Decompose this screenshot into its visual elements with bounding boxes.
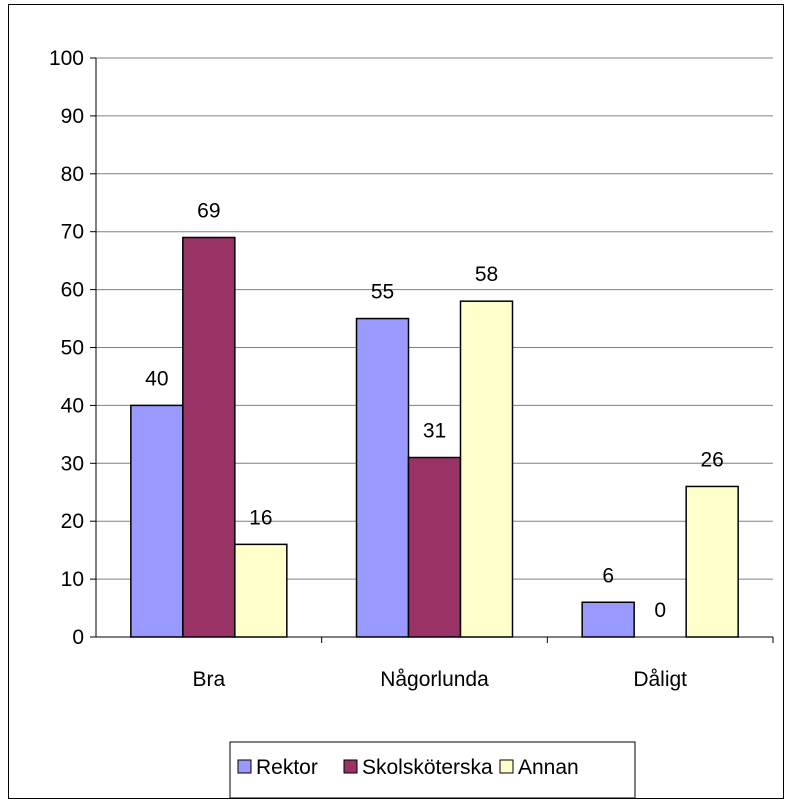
bar: [459, 300, 514, 638]
y-tick-label: 90: [61, 105, 84, 128]
y-tick-label: 60: [61, 279, 84, 302]
data-label: 6: [602, 564, 614, 587]
category-label: Någorlunda: [380, 668, 489, 691]
category-label: Dåligt: [633, 668, 687, 691]
y-tick-label: 70: [61, 221, 84, 244]
data-labels: 40 69 16 55 31 58 6 0 26: [145, 199, 724, 622]
bars: [130, 236, 739, 638]
legend-swatch: [343, 759, 358, 774]
data-label: 0: [654, 599, 666, 622]
category-label: Bra: [192, 668, 225, 691]
bar: [130, 404, 184, 638]
legend: Rektor Skolsköterska Annan: [229, 741, 636, 799]
legend-label: Rektor: [256, 756, 318, 779]
y-tick-label: 10: [61, 568, 84, 591]
bar: [407, 456, 462, 638]
y-tick-label: 80: [61, 163, 84, 186]
bar: [581, 601, 635, 638]
data-label: 58: [475, 263, 498, 286]
y-tick-label: 20: [61, 510, 84, 533]
y-tick-label: 100: [49, 47, 84, 70]
bar: [182, 236, 236, 638]
data-label: 69: [197, 199, 220, 222]
y-tick-label: 30: [61, 452, 84, 475]
bar: [685, 485, 739, 638]
data-label: 55: [371, 281, 394, 304]
data-label: 31: [423, 420, 446, 443]
legend-swatch: [499, 759, 514, 774]
data-label: 16: [249, 506, 272, 529]
bar: [234, 543, 288, 638]
data-label: 26: [700, 448, 723, 471]
y-tick-label: 50: [61, 337, 84, 360]
legend-label: Annan: [518, 756, 579, 779]
bar: [355, 317, 410, 638]
legend-box: [229, 741, 636, 799]
y-tick-label: 40: [61, 394, 84, 417]
y-tick-label: 0: [72, 626, 84, 649]
legend-swatch: [237, 759, 252, 774]
data-label: 40: [145, 367, 168, 390]
legend-label: Skolsköterska: [362, 756, 493, 779]
